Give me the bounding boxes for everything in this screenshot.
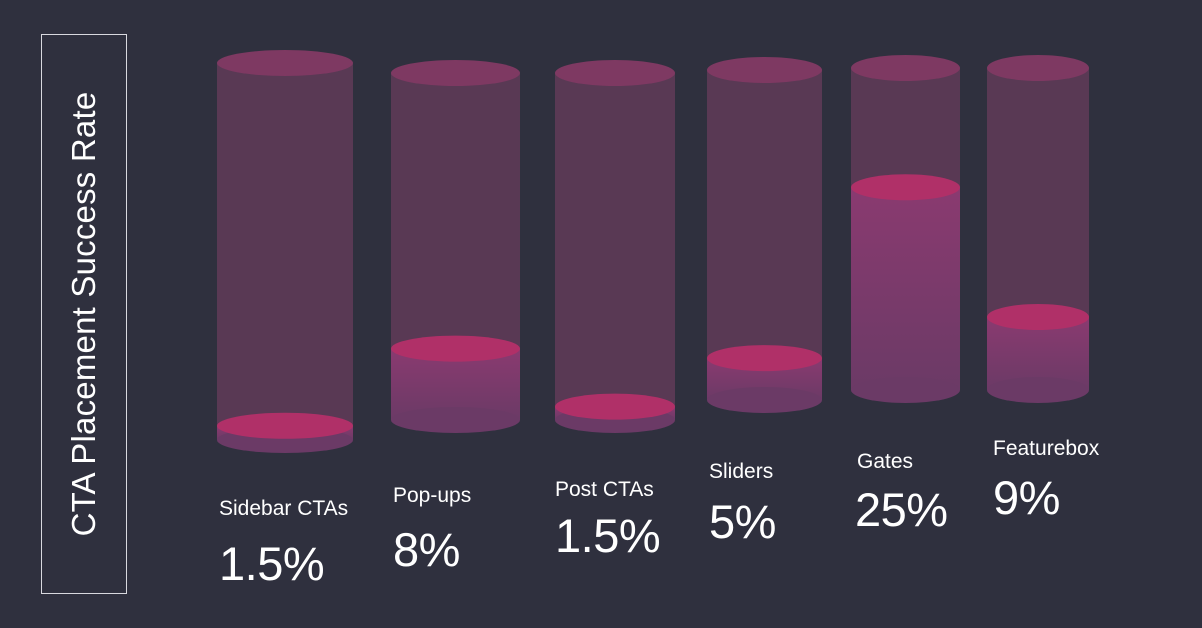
value-label-post-ctas: 1.5% xyxy=(555,509,661,562)
chart-title-box: CTA Placement Success Rate xyxy=(41,34,127,594)
category-label-pop-ups: Pop-ups xyxy=(393,484,472,507)
tube-body-sidebar-ctas xyxy=(217,63,353,440)
liquid-surface-featurebox xyxy=(987,304,1089,331)
tube-bottom-pop-ups xyxy=(391,407,520,433)
value-label-pop-ups: 8% xyxy=(393,523,460,576)
tube-top-pop-ups xyxy=(391,60,520,86)
category-label-sliders: Sliders xyxy=(709,460,774,483)
tube-bottom-featurebox xyxy=(987,377,1089,403)
liquid-surface-post-ctas xyxy=(555,393,675,420)
category-label-featurebox: Featurebox xyxy=(993,437,1100,460)
tube-top-sliders xyxy=(707,57,822,83)
liquid-surface-sidebar-ctas xyxy=(217,412,353,439)
tube-top-sidebar-ctas xyxy=(217,50,353,76)
tube-top-gates xyxy=(851,55,960,81)
tube-bottom-gates xyxy=(851,377,960,403)
tube-body-post-ctas xyxy=(555,73,675,420)
category-label-gates: Gates xyxy=(857,450,914,473)
liquid-surface-sliders xyxy=(707,345,822,372)
bar-gates xyxy=(851,187,960,390)
value-label-sliders: 5% xyxy=(709,495,776,548)
liquid-surface-gates xyxy=(851,174,960,201)
category-label-sidebar-ctas: Sidebar CTAs xyxy=(219,497,349,520)
tube-bottom-sliders xyxy=(707,387,822,413)
value-label-gates: 25% xyxy=(855,483,948,536)
value-label-featurebox: 9% xyxy=(993,471,1060,524)
tube-top-post-ctas xyxy=(555,60,675,86)
value-label-sidebar-ctas: 1.5% xyxy=(219,537,325,590)
category-label-post-ctas: Post CTAs xyxy=(555,478,654,501)
tube-top-featurebox xyxy=(987,55,1089,81)
liquid-surface-pop-ups xyxy=(391,335,520,362)
tube-body-sliders xyxy=(707,70,822,400)
